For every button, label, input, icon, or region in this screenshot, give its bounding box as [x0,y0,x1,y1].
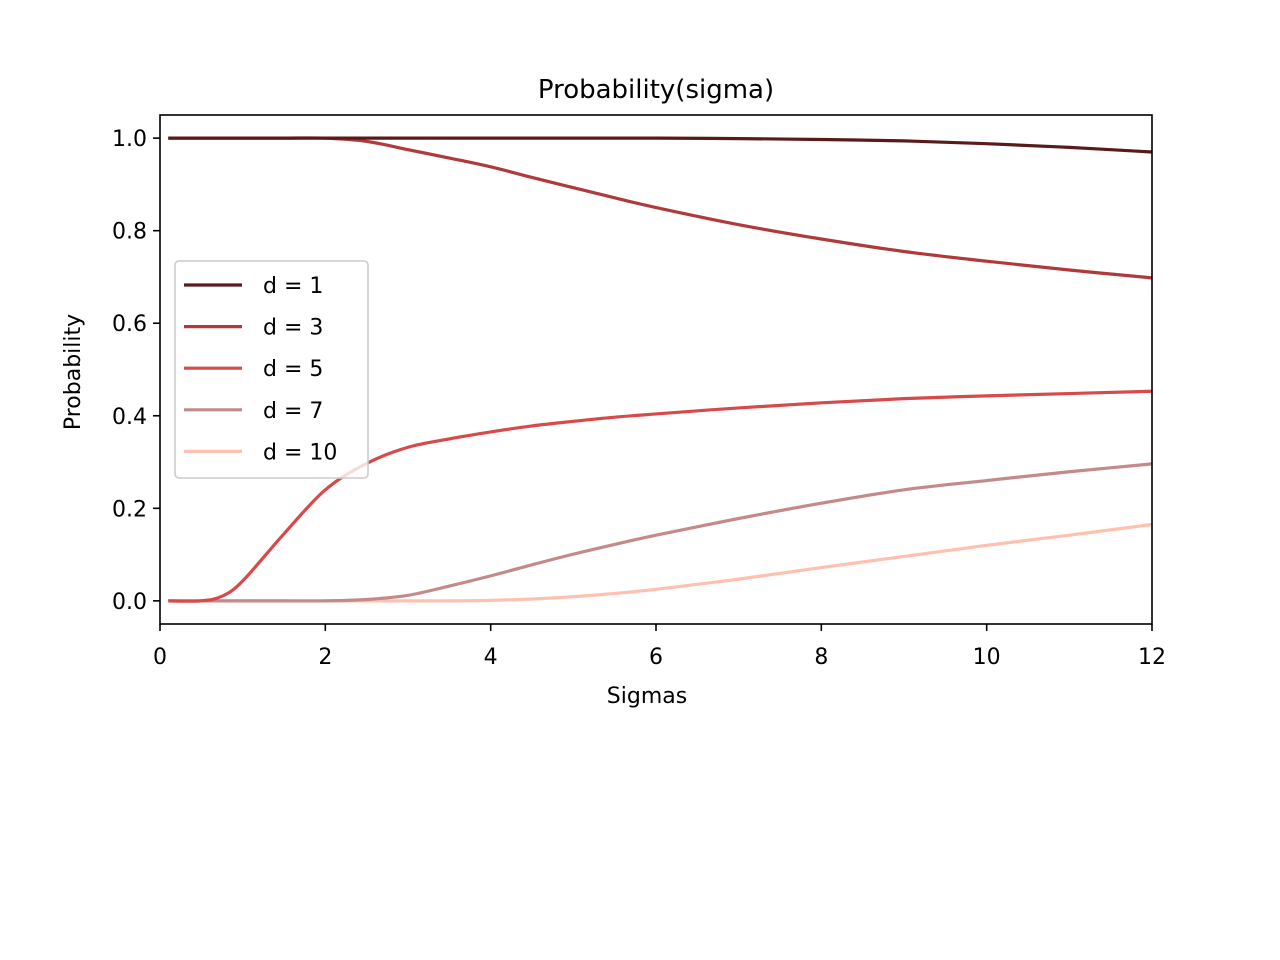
legend-label: d = 5 [263,357,323,382]
x-tick-label: 10 [973,645,1001,670]
series-line-3 [168,389,1153,603]
legend-label: d = 1 [263,274,323,299]
series-line-1 [168,136,1153,154]
y-tick-label: 0.2 [112,497,147,522]
y-tick-label: 1.0 [112,127,147,152]
legend-label: d = 7 [263,399,323,424]
x-tick-label: 12 [1138,645,1166,670]
x-axis-label: Sigmas [607,684,687,709]
series-line-4 [168,462,1153,603]
legend-label: d = 3 [263,316,323,341]
x-tick-label: 4 [484,645,498,670]
legend: d = 1 d = 3 d = 5 d = 7 d = 10 [174,260,369,479]
y-tick-label: 0.6 [112,312,147,337]
y-axis: 0.0 0.2 0.4 0.6 0.8 1.0 [112,127,160,615]
y-tick-label: 0.4 [112,405,147,430]
x-tick-label: 8 [814,645,828,670]
x-tick-label: 0 [153,645,167,670]
plot-lines [168,136,1153,603]
legend-label: d = 10 [263,440,337,465]
y-tick-label: 0.8 [112,220,147,245]
y-tick-label: 0.0 [112,590,147,615]
chart-title: Probability(sigma) [538,75,774,105]
x-axis: 0 2 4 6 8 10 12 [153,624,1166,670]
x-tick-label: 2 [318,645,332,670]
legend-box [174,260,369,479]
y-axis-label: Probability [61,314,86,430]
x-tick-label: 6 [649,645,663,670]
